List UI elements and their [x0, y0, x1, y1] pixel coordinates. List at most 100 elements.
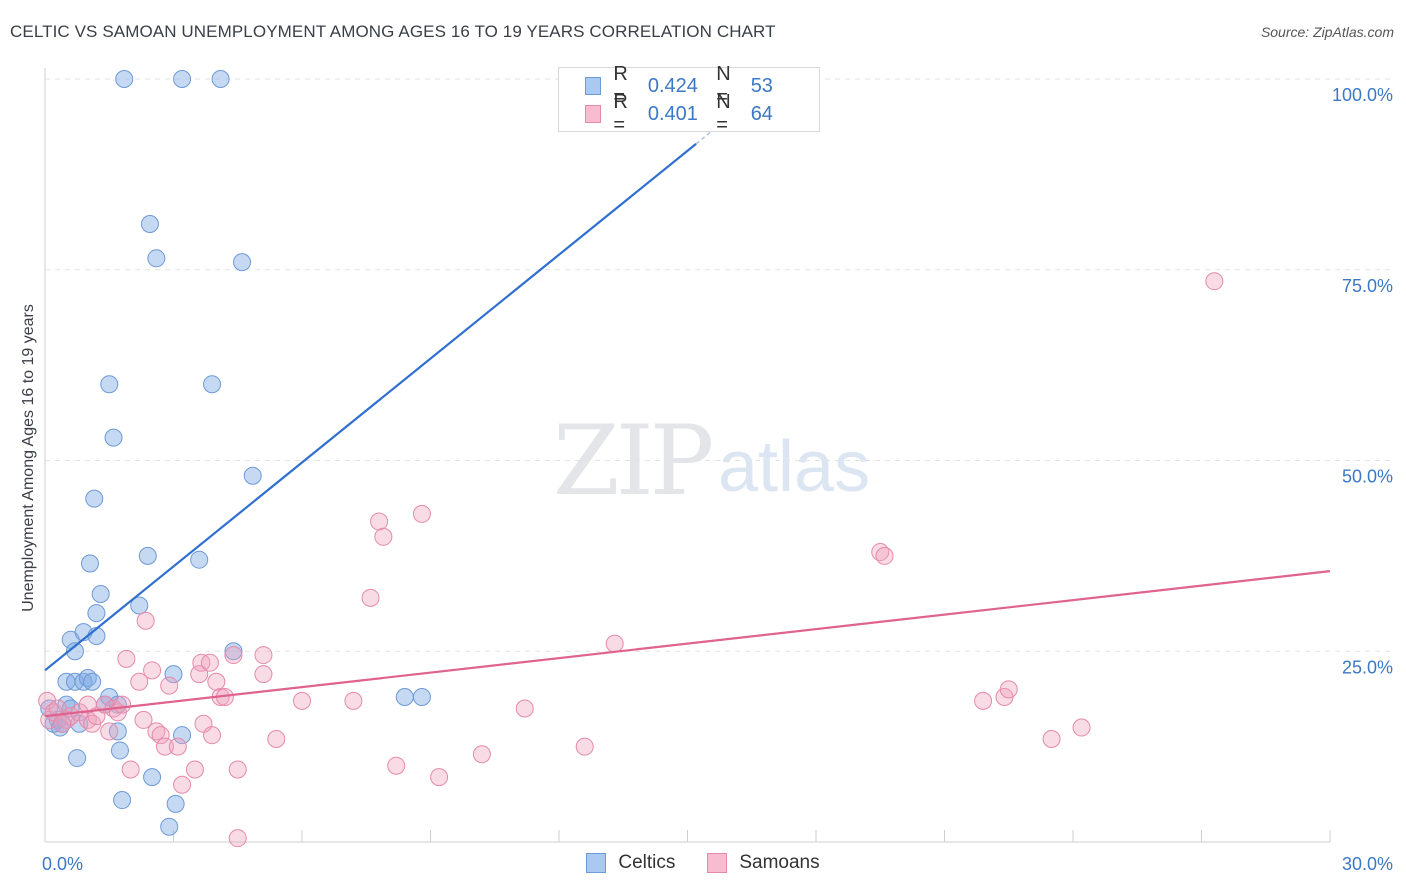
point-samoans — [605, 634, 624, 653]
point-celtics — [203, 375, 222, 394]
point-samoans — [472, 745, 491, 764]
point-celtics — [80, 554, 99, 573]
point-celtics — [233, 253, 252, 272]
point-samoans — [974, 691, 993, 710]
point-celtics — [130, 596, 149, 615]
legend-r-label: R = — [613, 63, 628, 108]
point-celtics — [87, 604, 106, 623]
point-samoans — [361, 588, 380, 607]
x-tick-label: 0.0% — [42, 854, 83, 874]
point-celtics — [143, 768, 162, 787]
point-celtics — [85, 489, 104, 508]
point-samoans — [370, 512, 389, 531]
x-tick-label: 30.0% — [1342, 854, 1393, 874]
point-samoans — [515, 699, 534, 718]
point-samoans — [267, 729, 286, 748]
point-celtics — [211, 70, 230, 88]
point-samoans — [254, 646, 273, 665]
correlation-legend: R = 0.424 N = 53 R = 0.401 N = 64 — [558, 63, 820, 136]
legend-label-samoans: Samoans — [739, 852, 820, 873]
y-tick-label: 50.0% — [1342, 467, 1393, 487]
point-celtics — [65, 642, 84, 661]
point-celtics — [395, 688, 414, 707]
legend-swatch-celtics — [586, 853, 607, 873]
point-samoans — [143, 661, 162, 680]
legend-n-value: 64 — [750, 102, 773, 125]
point-samoans — [168, 737, 187, 756]
legend-swatch-celtics — [585, 77, 602, 95]
chart-title: CELTIC VS SAMOAN UNEMPLOYMENT AMONG AGES… — [10, 22, 776, 41]
point-celtics — [412, 688, 431, 707]
legend-n-label: N = — [716, 91, 731, 136]
point-samoans — [344, 691, 363, 710]
legend-n-label: N = — [716, 63, 731, 108]
point-celtics — [166, 794, 185, 813]
point-celtics — [138, 546, 157, 565]
legend-item-celtics: Celtics — [586, 852, 675, 874]
point-samoans — [293, 691, 311, 710]
point-samoans — [117, 649, 136, 668]
point-celtics — [113, 791, 132, 810]
point-samoans — [173, 775, 192, 794]
data-points — [38, 70, 1224, 848]
point-samoans — [254, 665, 273, 684]
grid-lines — [45, 78, 1395, 652]
watermark-atlas: atlas — [718, 427, 871, 507]
point-samoans — [113, 695, 132, 714]
point-samoans — [151, 726, 170, 745]
point-celtics — [243, 466, 262, 485]
legend-swatch-samoans — [585, 105, 602, 123]
legend-r-value: 0.424 — [647, 74, 698, 97]
point-samoans — [100, 722, 119, 741]
point-samoans — [1042, 729, 1061, 748]
point-celtics — [91, 585, 110, 604]
legend-r-value: 0.401 — [647, 102, 698, 125]
y-tick-label: 25.0% — [1342, 657, 1393, 677]
point-samoans — [38, 691, 57, 710]
point-celtics — [140, 214, 159, 233]
point-celtics — [110, 741, 129, 760]
point-celtics — [173, 726, 192, 745]
point-celtics — [104, 428, 123, 447]
point-celtics — [68, 749, 87, 768]
point-celtics — [224, 642, 243, 661]
point-samoans — [155, 737, 174, 756]
point-samoans — [78, 695, 97, 714]
point-samoans — [185, 760, 204, 779]
point-celtics — [83, 672, 102, 691]
axes — [44, 68, 1331, 843]
point-celtics — [164, 665, 183, 684]
y-tick-label: 75.0% — [1342, 276, 1393, 296]
point-samoans — [190, 665, 209, 684]
tick-labels: 25.0% 50.0% 75.0% 100.0% 0.0% 30.0% — [42, 85, 1393, 874]
trendline-celtics — [44, 142, 697, 672]
point-samoans — [121, 760, 140, 779]
point-samoans — [1072, 718, 1091, 737]
point-celtics — [100, 375, 119, 394]
point-celtics — [173, 70, 192, 88]
legend-row-celtics: R = 0.424 N = 53 — [585, 63, 819, 108]
point-samoans — [130, 672, 149, 691]
point-samoans — [224, 646, 243, 665]
point-celtics — [160, 817, 179, 836]
point-samoans — [575, 737, 594, 756]
point-samoans — [374, 527, 393, 546]
point-samoans — [134, 710, 153, 729]
point-samoans — [412, 504, 431, 523]
legend-item-samoans: Samoans — [707, 852, 820, 874]
trendline-samoans — [44, 570, 1331, 718]
point-samoans — [207, 672, 226, 691]
point-samoans — [1205, 272, 1224, 291]
legend-swatch-samoans — [707, 853, 728, 873]
point-celtics — [147, 249, 166, 268]
trend-lines — [44, 108, 1331, 718]
legend-n-value: 53 — [750, 74, 773, 97]
point-samoans — [999, 680, 1018, 699]
series-legend: Celtics Samoans — [0, 852, 1406, 874]
legend-r-label: R = — [613, 91, 628, 136]
point-celtics — [190, 550, 209, 569]
point-samoans — [387, 756, 406, 775]
point-samoans — [200, 653, 219, 672]
point-samoans — [875, 546, 894, 565]
